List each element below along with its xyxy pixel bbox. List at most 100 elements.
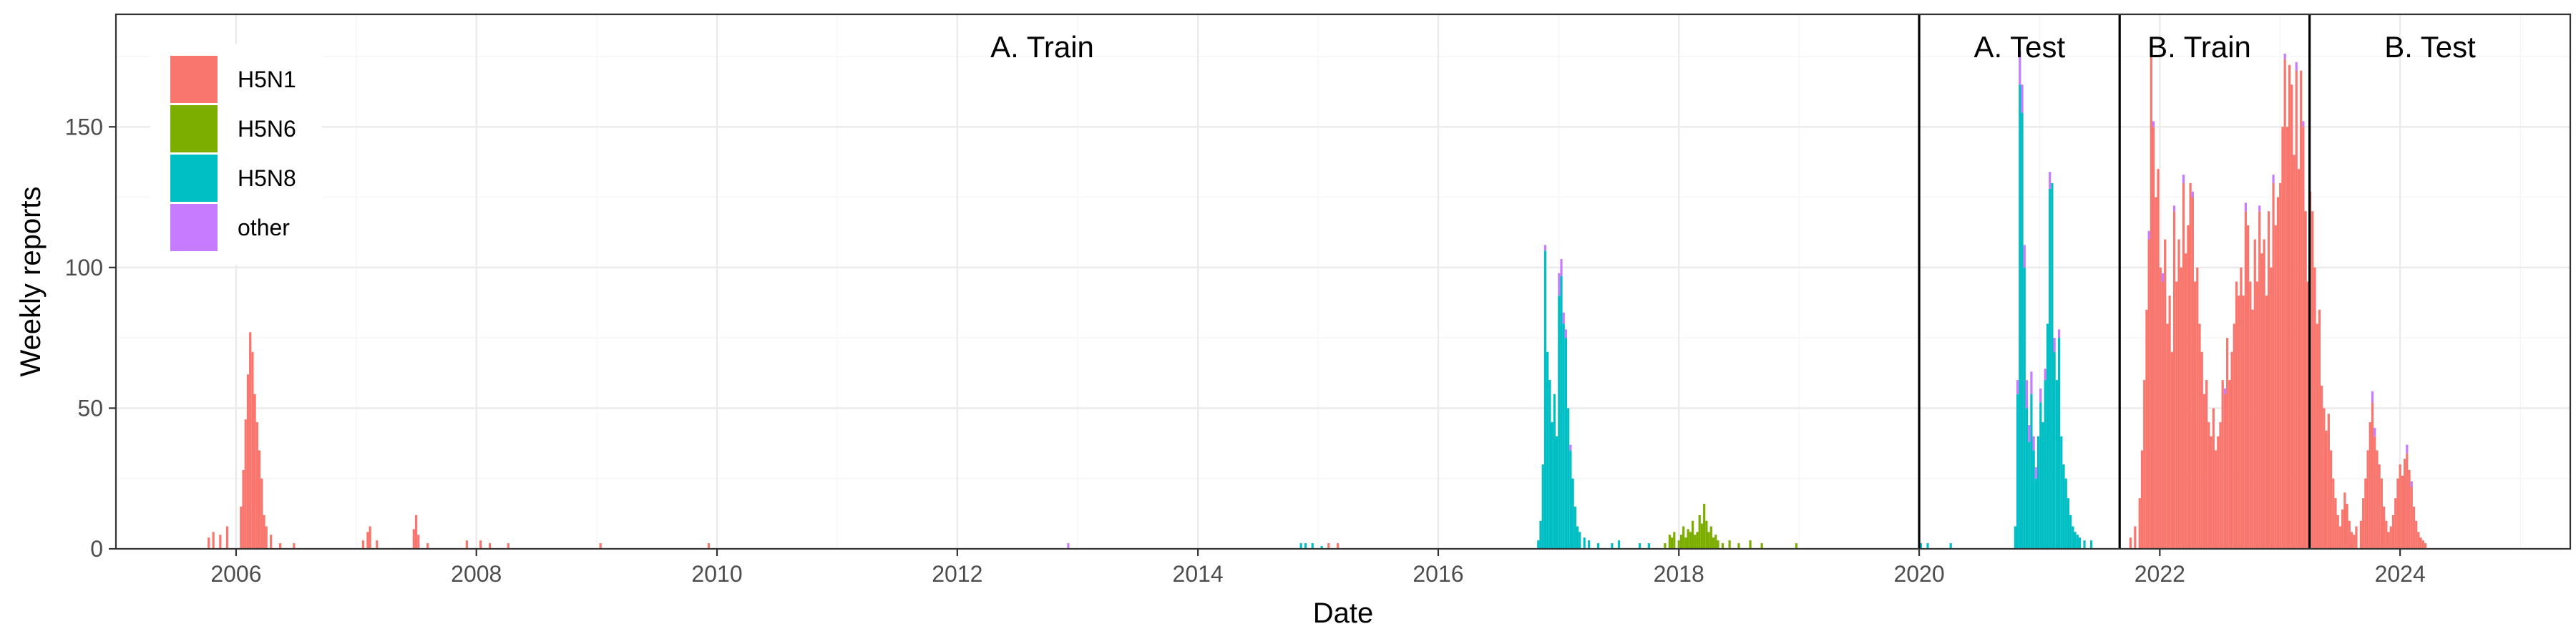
bar bbox=[1546, 351, 1549, 549]
bar bbox=[1647, 543, 1650, 549]
bar bbox=[2205, 380, 2208, 549]
bar bbox=[2244, 203, 2248, 212]
bar bbox=[2376, 450, 2379, 549]
legend: H5N1 H5N6 H5N8 other bbox=[150, 44, 322, 265]
bar bbox=[2090, 540, 2093, 549]
bar bbox=[2021, 84, 2024, 113]
legend-label: H5N8 bbox=[238, 165, 296, 191]
bar bbox=[2034, 467, 2037, 479]
bar bbox=[2368, 422, 2371, 549]
bar bbox=[2069, 514, 2072, 549]
bar bbox=[2166, 323, 2169, 549]
bar bbox=[2383, 507, 2386, 549]
period-label: A. Test bbox=[1974, 30, 2066, 64]
bar bbox=[2247, 225, 2250, 549]
bar bbox=[2039, 402, 2042, 549]
y-tick-label: 100 bbox=[65, 255, 103, 280]
period-label: B. Test bbox=[2384, 30, 2476, 64]
period-label: A. Train bbox=[990, 30, 1094, 64]
bar bbox=[2219, 422, 2222, 549]
bar bbox=[2311, 211, 2314, 549]
bar bbox=[2228, 380, 2231, 549]
bar bbox=[2272, 182, 2275, 550]
bar bbox=[2373, 427, 2376, 436]
y-tick-label: 150 bbox=[65, 114, 103, 140]
bar bbox=[707, 543, 711, 549]
bar bbox=[2260, 253, 2263, 549]
bar bbox=[2387, 532, 2390, 549]
bar bbox=[2223, 388, 2227, 394]
bar bbox=[2023, 245, 2026, 268]
bar bbox=[2191, 191, 2194, 197]
bar bbox=[2417, 532, 2420, 549]
bar bbox=[2221, 380, 2224, 549]
bar bbox=[2391, 514, 2395, 549]
bar bbox=[1617, 540, 1621, 549]
period-dividers bbox=[1918, 14, 2311, 549]
bar bbox=[2025, 408, 2029, 549]
bar bbox=[2028, 441, 2031, 549]
bar bbox=[2159, 267, 2162, 549]
bar bbox=[2164, 239, 2167, 549]
bar bbox=[1705, 520, 1708, 549]
period-label: B. Train bbox=[2147, 30, 2251, 64]
bar bbox=[1919, 543, 1922, 549]
bar bbox=[1569, 450, 1572, 549]
series-h5n8 bbox=[1299, 84, 2093, 550]
bar bbox=[1638, 543, 1641, 549]
x-tick-label: 2022 bbox=[2135, 561, 2185, 587]
bar bbox=[2014, 526, 2016, 549]
y-tick-label: 50 bbox=[77, 395, 103, 421]
bar bbox=[251, 351, 254, 549]
legend-key bbox=[170, 204, 218, 251]
bar bbox=[2057, 338, 2061, 549]
bar bbox=[265, 526, 268, 549]
bar bbox=[1558, 296, 1561, 549]
bar bbox=[361, 540, 365, 549]
bar bbox=[1304, 543, 1307, 549]
bar bbox=[2021, 112, 2024, 549]
x-tick-label: 2012 bbox=[932, 561, 982, 587]
bar bbox=[2147, 230, 2150, 240]
x-tick-label: 2020 bbox=[1893, 561, 1944, 587]
bar bbox=[2255, 281, 2259, 549]
bar bbox=[255, 422, 258, 549]
bar bbox=[2336, 514, 2339, 549]
bar bbox=[2083, 540, 2086, 549]
y-tick-label: 0 bbox=[90, 536, 103, 562]
bar bbox=[1067, 543, 1070, 549]
bar bbox=[1682, 526, 1685, 549]
bar bbox=[1567, 408, 1570, 549]
bar bbox=[1337, 543, 1340, 549]
bar bbox=[1537, 540, 1540, 549]
series-h5n6 bbox=[1664, 504, 1798, 549]
bar bbox=[2023, 267, 2026, 549]
bar bbox=[2279, 182, 2282, 550]
legend-key bbox=[170, 56, 218, 103]
bar bbox=[2396, 478, 2399, 549]
bar bbox=[2172, 205, 2176, 212]
bar bbox=[2226, 338, 2229, 549]
bar bbox=[1596, 543, 1600, 549]
bar bbox=[1551, 422, 1553, 549]
bar bbox=[2049, 188, 2051, 549]
bar bbox=[2366, 450, 2369, 549]
bar bbox=[242, 469, 245, 549]
series-h5n1 bbox=[208, 42, 2427, 550]
bar bbox=[2346, 504, 2348, 549]
bar bbox=[1707, 532, 1710, 549]
bar bbox=[2223, 394, 2227, 549]
bar bbox=[219, 535, 222, 549]
bar bbox=[2412, 507, 2416, 549]
bar bbox=[2152, 121, 2155, 127]
bar bbox=[1668, 535, 1671, 549]
bar bbox=[1539, 520, 1542, 549]
bar bbox=[2321, 385, 2323, 549]
bar bbox=[2249, 281, 2252, 549]
bar bbox=[260, 478, 263, 549]
bar bbox=[2152, 127, 2155, 549]
bar bbox=[2147, 239, 2150, 549]
bar bbox=[278, 543, 282, 549]
bar bbox=[2025, 380, 2029, 409]
bar bbox=[2214, 450, 2218, 549]
